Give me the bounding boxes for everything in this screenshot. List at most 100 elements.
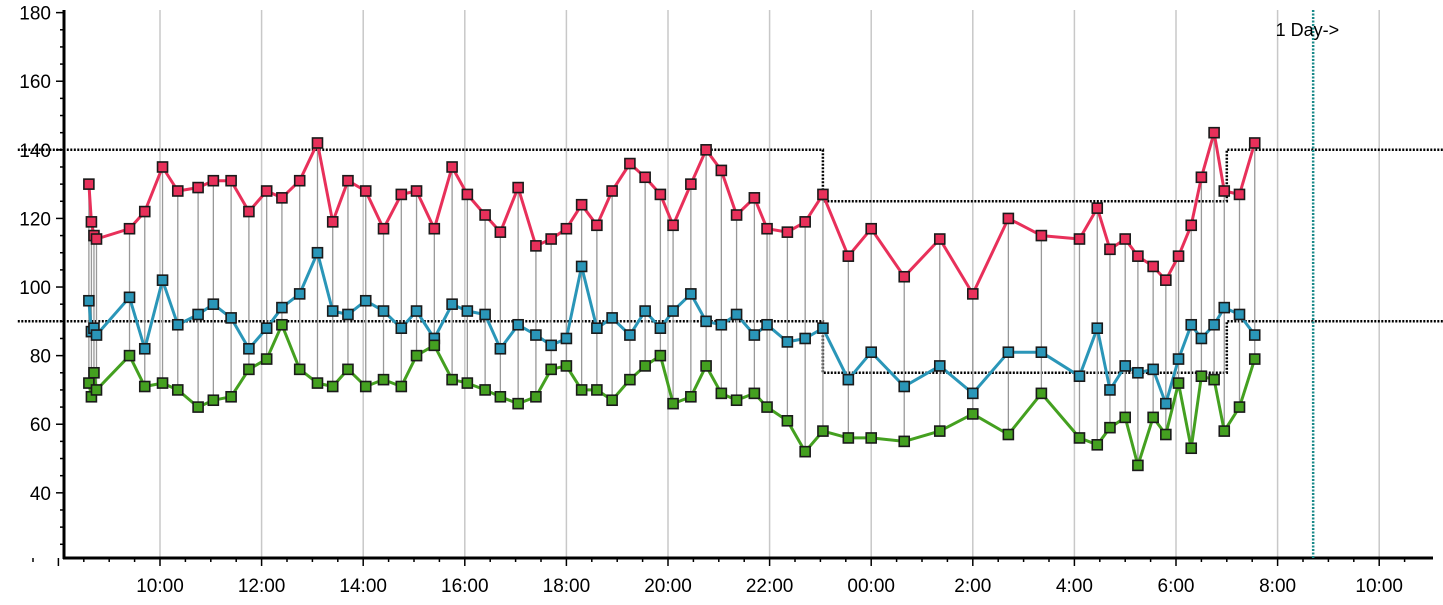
systolic-point [123,222,136,235]
diastolic-point [90,329,103,341]
systolic-point [1073,233,1086,245]
systolic-point [1195,171,1208,184]
systolic-point [1172,250,1185,262]
systolic-point [667,219,679,232]
systolic-point [1185,219,1198,232]
systolic-point [715,164,728,177]
systolic-point [575,198,588,211]
systolic-point [933,233,946,245]
pulse-point [1208,373,1220,386]
systolic-point [512,181,524,194]
x-tick-label-10:00: 10:00 [136,576,184,597]
diastolic-point [842,373,855,386]
pulse-point [545,363,557,376]
systolic-point [243,205,255,218]
diastolic-point [83,294,95,307]
diastolic-point [410,305,423,317]
diastolic-point [293,288,306,300]
diastolic-point [1195,332,1208,345]
pulse-point [799,445,811,458]
axes [32,10,1433,566]
y-tick-label-100: 100 [19,278,51,299]
pulse-point [781,414,794,427]
diastolic-point [591,322,603,334]
pulse-point [171,384,184,396]
pulse-point [342,363,354,376]
diastolic-point [700,315,712,328]
pulse-point [667,397,679,410]
day-annotation: 1 Day-> [1276,10,1340,558]
systolic-point [730,209,743,221]
diastolic-point [276,301,288,314]
diastolic-point [1185,318,1198,331]
diastolic-point [560,332,573,345]
pulse-point [865,432,878,444]
diastolic-point [1073,370,1086,383]
diastolic-point [530,329,542,341]
diastolic-point [575,260,588,273]
pulse-point [1132,459,1144,472]
systolic-point [359,185,372,197]
pulse-point [842,432,855,444]
y-tick-label-80: 80 [30,347,51,368]
systolic-point [461,188,474,201]
diastolic-point [377,305,390,317]
diastolic-point [761,318,773,331]
diastolic-point [1002,346,1015,359]
systolic-point [624,157,636,170]
pulse-point [1218,425,1231,437]
diastolic-point [1248,329,1261,341]
y-tick-label-120: 120 [19,209,51,230]
diastolic-point [667,305,679,317]
pulse-point [560,360,573,372]
systolic-point [494,226,507,238]
systolic-point [276,192,288,204]
diastolic-point [1233,308,1246,321]
systolic-point [817,188,829,201]
y-tick-label-40: 40 [30,484,51,505]
systolic-point [192,181,204,194]
systolic-point [225,174,237,187]
threshold-lines [17,148,1443,375]
diastolic-point [1172,353,1185,365]
pulse-point [606,394,618,407]
diastolic-point [933,360,946,372]
pulse-point [624,373,636,386]
x-tick-label-10:00: 10:00 [1355,576,1403,597]
diastolic-point [639,305,651,317]
pulse-point [428,339,441,352]
systolic-point [1119,233,1131,245]
pulse-point [88,366,100,379]
x-tick-label-2:00: 2:00 [954,576,991,597]
systolic-point [1160,274,1172,286]
systolic-point [560,222,573,235]
systolic-point [761,222,773,235]
series-markers [83,126,1261,472]
diastolic-point [817,322,829,334]
systolic-point [83,178,95,190]
x-tick-label-8:00: 8:00 [1259,576,1296,597]
systolic-point [138,205,151,218]
diastolic-point [479,308,491,321]
diastolic-point [192,308,204,321]
systolic-point [685,178,697,190]
diastolic-point [1208,318,1220,331]
diastolic-point [1132,366,1144,379]
pulse-point [817,425,829,437]
systolic-point [781,226,794,238]
y-tick-label-60: 60 [30,415,51,436]
systolic-point [1002,212,1015,225]
pulse-point [685,390,697,403]
systolic-point [1233,188,1246,201]
systolic-point [842,250,855,262]
systolic-point [898,270,911,283]
x-tick-label-16:00: 16:00 [441,576,489,597]
day-annotation-label: 1 Day-> [1276,20,1340,40]
diastolic-point [260,322,273,334]
diastolic-point [606,312,618,324]
pulse-point [446,373,458,386]
pulse-point [479,384,491,396]
pulse-point [654,349,667,362]
pulse-point [966,408,979,420]
pulse-point [1091,439,1104,451]
